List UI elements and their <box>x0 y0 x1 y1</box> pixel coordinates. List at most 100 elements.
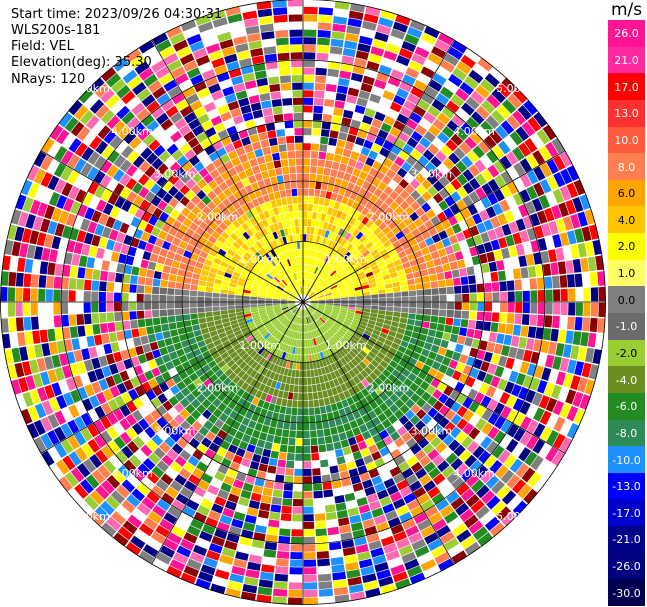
range-gate <box>146 326 155 335</box>
range-gate <box>497 323 506 334</box>
range-gate <box>308 307 313 314</box>
range-gate <box>107 192 119 206</box>
range-gate <box>330 224 337 233</box>
range-gate <box>117 526 133 541</box>
range-gate <box>475 84 490 99</box>
range-gate <box>33 436 47 453</box>
range-gate <box>317 205 324 213</box>
range-gate <box>472 145 485 159</box>
range-gate <box>494 174 506 188</box>
range-gate <box>297 280 300 288</box>
range-gate <box>403 216 413 226</box>
range-gate <box>491 282 500 292</box>
range-gate <box>461 155 474 168</box>
range-gate <box>389 491 403 503</box>
range-gate <box>346 285 354 290</box>
range-gate <box>223 240 232 249</box>
range-gate <box>479 382 490 395</box>
range-gate <box>456 173 468 186</box>
range-gate <box>130 535 146 550</box>
range-gate <box>300 249 303 257</box>
range-gate <box>205 517 219 528</box>
range-gate <box>484 302 493 312</box>
range-gate <box>186 558 202 571</box>
range-gate <box>182 289 190 296</box>
range-gate <box>414 277 423 284</box>
range-gate <box>324 309 332 313</box>
range-gate <box>305 317 308 325</box>
range-gate <box>360 565 375 576</box>
range-gate <box>460 468 474 482</box>
range-gate <box>89 490 105 505</box>
range-gate <box>453 444 466 457</box>
range-gate <box>438 393 449 404</box>
range-gate <box>436 382 447 393</box>
range-gate <box>537 302 546 314</box>
range-gate <box>438 188 450 199</box>
range-gate <box>303 37 317 45</box>
range-gate <box>382 226 391 235</box>
range-gate <box>432 454 445 467</box>
range-gate <box>469 225 480 237</box>
range-gate <box>464 136 477 150</box>
range-gate <box>97 464 111 479</box>
range-gate <box>91 313 100 324</box>
range-gate <box>303 415 309 423</box>
range-gate <box>323 312 330 317</box>
range-gate <box>100 430 113 444</box>
range-gate <box>408 357 418 366</box>
range-gate <box>379 248 388 257</box>
range-gate <box>397 221 407 231</box>
range-gate <box>257 302 265 305</box>
range-gate <box>432 518 447 531</box>
range-gate <box>294 120 303 128</box>
range-gate <box>368 427 379 437</box>
range-gate <box>244 80 257 90</box>
range-gate <box>263 245 270 253</box>
range-gate <box>500 469 515 484</box>
range-gate <box>107 150 120 164</box>
range-gate <box>231 174 241 184</box>
range-gate <box>308 290 313 297</box>
range-gate <box>62 365 72 379</box>
range-gate <box>310 346 314 355</box>
range-gate <box>328 396 336 405</box>
range-gate <box>283 319 289 326</box>
range-gate <box>274 292 282 296</box>
range-gate <box>356 222 365 231</box>
range-gate <box>136 88 151 102</box>
range-gate <box>440 531 455 545</box>
range-gate <box>201 364 211 373</box>
range-gate <box>218 248 227 257</box>
range-gate <box>341 297 349 300</box>
range-gate <box>201 473 213 484</box>
range-gate <box>309 173 317 182</box>
range-gate <box>55 129 70 145</box>
range-gate <box>323 264 330 272</box>
range-gate <box>388 267 397 274</box>
range-gate <box>404 348 414 357</box>
range-gate <box>327 267 334 274</box>
range-gate <box>527 326 537 339</box>
range-gate <box>261 317 269 323</box>
range-gate <box>208 271 217 279</box>
range-gate <box>399 317 408 324</box>
range-gate <box>286 259 292 267</box>
range-gate <box>213 283 222 289</box>
range-gate <box>323 489 334 498</box>
range-gate <box>539 426 553 442</box>
range-gate <box>469 178 481 190</box>
range-gate <box>310 249 314 258</box>
range-gate <box>322 175 330 184</box>
range-gate <box>409 296 417 302</box>
range-gate <box>47 413 60 429</box>
range-gate <box>97 125 111 140</box>
range-gate <box>239 407 248 417</box>
range-gate <box>275 238 281 247</box>
range-gate <box>375 256 384 264</box>
range-gate <box>315 329 320 337</box>
range-gate <box>284 251 289 260</box>
range-gate <box>49 124 64 141</box>
range-gate <box>313 98 324 106</box>
range-ring-label: 2.00km <box>368 210 410 223</box>
